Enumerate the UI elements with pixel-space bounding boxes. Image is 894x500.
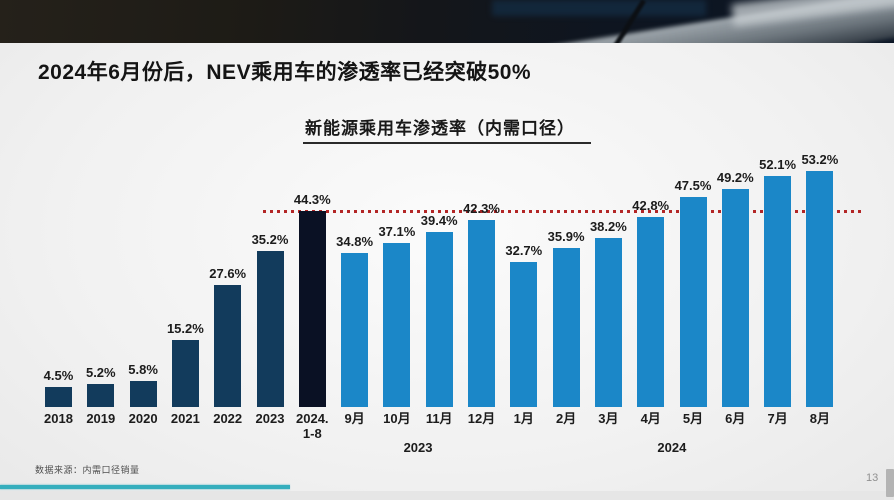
bar [594,237,622,407]
bar-value-label: 49.2% [716,170,754,186]
bar [637,217,665,407]
x-axis-label: 12月 [467,411,496,426]
x-axis-label: 5月 [682,411,704,426]
x-axis-label: 4月 [640,411,661,426]
bar [341,252,369,407]
page-number: 13 [866,472,879,484]
bar [256,251,284,407]
bar-value-label: 35.2% [251,232,289,248]
bar [679,196,707,407]
bar-value-label: 35.9% [547,228,585,244]
x-axis-label: 2022 [213,411,243,426]
bar [721,189,749,407]
bar [425,232,453,407]
bar-value-label: 15.2% [166,320,204,336]
x-axis-label: 2019 [86,411,116,426]
x-axis-label: 3月 [598,411,619,426]
bar [468,219,495,407]
x-axis-label: 2023 [255,411,285,426]
x-axis-label: 7月 [767,411,788,426]
bar [214,284,242,407]
bar-value-label: 44.3% [293,191,331,207]
bar-value-label: 34.8% [336,233,374,249]
bar [171,339,199,407]
header-photo-banner [0,0,894,43]
bar-value-label: 42.8% [632,198,670,214]
x-axis-label: 11月 [425,411,453,426]
bar [383,242,411,407]
bar [45,387,72,407]
bar-value-label: 47.5% [674,177,712,193]
slide-title: 2024年6月份后，NEV乘用车的渗透率已经突破50% [38,61,532,84]
x-axis-label: 2月 [555,411,577,426]
bar [552,247,580,407]
x-group-year-label: 2024 [657,440,687,455]
x-axis-label: 10月 [383,411,411,426]
bar-value-label: 4.5% [43,368,74,384]
bar-value-label: 53.2% [801,152,839,168]
scrollbar-thumb[interactable] [886,469,894,497]
bar [129,381,157,407]
bottom-strip [0,491,894,500]
bar [806,171,834,407]
data-source-note: 数据来源：内需口径销量 [35,465,140,475]
bar [764,176,792,407]
bar-value-label: 39.4% [420,213,458,229]
x-group-year-label: 2023 [403,440,433,455]
bar-value-label: 27.6% [209,265,247,281]
bar-value-label: 5.2% [85,364,116,380]
bar [87,383,115,407]
x-axis-label: 6月 [725,411,746,426]
bar-value-label: 38.2% [589,218,627,234]
bar-value-label: 32.7% [505,243,543,259]
x-axis-label: 2024. 1-8 [296,411,329,441]
x-axis-label: 8月 [809,411,830,426]
x-axis-label: 9月 [344,411,365,426]
x-axis-label: 2020 [128,411,158,426]
x-axis-label: 2018 [44,411,73,426]
video-progress-bar[interactable] [0,485,290,489]
reference-line [263,209,862,213]
banner-sky-shape [491,0,707,16]
bar [510,262,538,407]
chart-title: 新能源乘用车渗透率（内需口径） [303,114,591,144]
x-axis-label: 2021 [170,411,200,426]
x-axis-label: 1月 [513,411,534,426]
chart-title-wrap: 新能源乘用车渗透率（内需口径） [0,114,894,144]
bar-value-label: 5.8% [128,362,158,378]
bar-value-label: 42.3% [463,200,500,216]
bar-value-label: 52.1% [759,157,797,173]
bar [298,210,326,407]
bar-value-label: 37.1% [378,223,416,239]
